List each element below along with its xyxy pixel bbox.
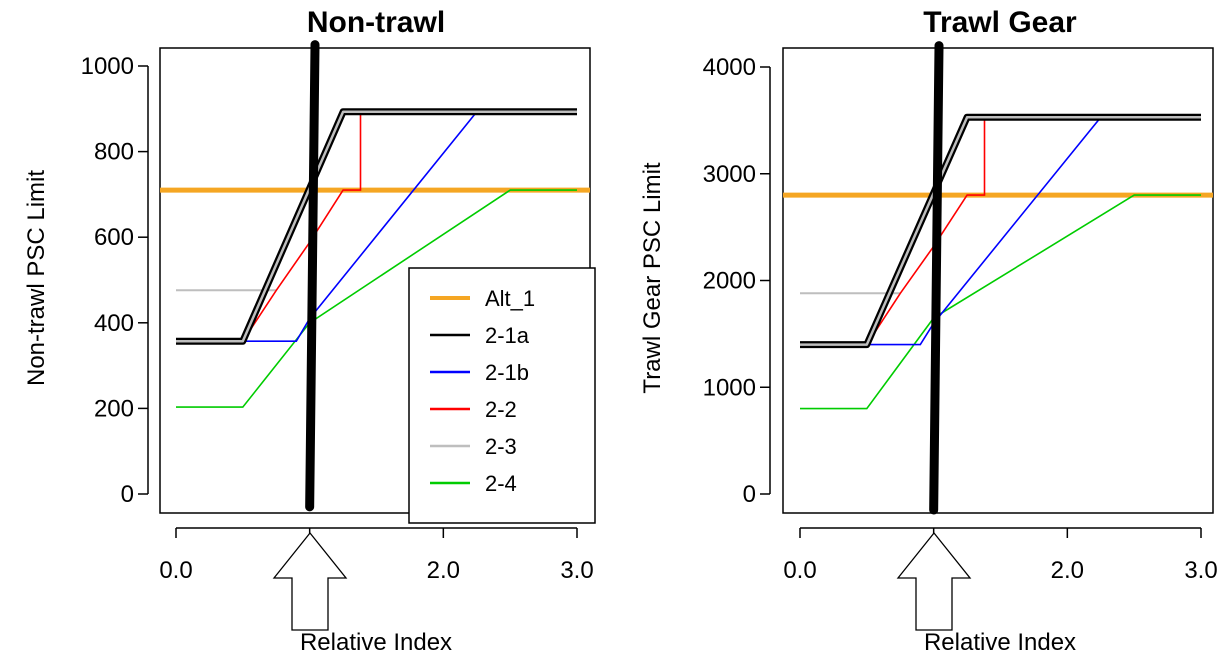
y-tick-label: 1000	[81, 53, 134, 80]
series-group-trawl-gear	[783, 113, 1213, 410]
x-axis-non-trawl: 0.01.02.03.0	[159, 527, 594, 584]
y-tick-label: 800	[94, 139, 134, 166]
x-tick-label: 2.0	[427, 557, 460, 584]
x-axis-label-trawl-gear: Relative Index	[924, 629, 1076, 656]
series-2-1a-outline	[800, 113, 1201, 349]
current-index-arrow-trawl-gear	[896, 531, 972, 631]
legend-box	[408, 267, 596, 524]
x-axis-trawl-gear: 0.01.02.03.0	[783, 527, 1218, 584]
y-tick-label: 400	[94, 310, 134, 337]
x-tick-label: 3.0	[1184, 557, 1217, 584]
y-tick-label: 4000	[703, 54, 756, 81]
x-tick-label: 2.0	[1051, 557, 1084, 584]
legend-label: 2-2	[485, 397, 517, 422]
x-axis-label-non-trawl: Relative Index	[300, 629, 452, 656]
y-tick-label: 1000	[703, 374, 756, 401]
y-tick-label: 2000	[703, 268, 756, 295]
y-tick-label: 200	[94, 395, 134, 422]
y-tick-label: 0	[743, 481, 756, 508]
y-axis-label-non-trawl: Non-trawl PSC Limit	[23, 170, 50, 386]
plot-area-trawl-gear	[783, 41, 1213, 515]
current-index-arrow-non-trawl	[272, 531, 348, 631]
chart-title-non-trawl: Non-trawl	[307, 6, 445, 39]
plot-area-non-trawl	[160, 40, 590, 512]
legend-label: 2-1b	[485, 360, 529, 385]
legend-label: Alt_1	[485, 286, 535, 311]
current-index-line	[929, 41, 944, 515]
x-tick-label: 0.0	[159, 557, 192, 584]
chart-title-trawl-gear: Trawl Gear	[923, 6, 1077, 39]
y-tick-label: 600	[94, 224, 134, 251]
y-tick-label: 0	[121, 481, 134, 508]
y-axis-trawl-gear: 0 1000 2000 3000 4000	[703, 54, 771, 508]
y-tick-label: 3000	[703, 161, 756, 188]
legend-label: 2-4	[485, 471, 517, 496]
series-2-1a-line	[176, 110, 577, 343]
y-axis-non-trawl: 0 200 400 600 800 1000	[81, 53, 149, 508]
series-2-1a-line	[800, 115, 1201, 346]
series-2-4-line	[800, 194, 1201, 410]
plot-frame-trawl-gear	[782, 47, 1214, 514]
x-tick-label: 0.0	[783, 557, 816, 584]
x-tick-label: 3.0	[560, 557, 593, 584]
y-axis-label-trawl-gear: Trawl Gear PSC Limit	[639, 162, 666, 393]
legend-label: 2-1a	[485, 323, 530, 348]
current-index-line	[305, 40, 320, 512]
legend: Alt_1 2-1a 2-1b 2-2 2-3 2-4	[408, 267, 596, 524]
series-group-non-trawl	[160, 108, 590, 408]
legend-label: 2-3	[485, 434, 517, 459]
